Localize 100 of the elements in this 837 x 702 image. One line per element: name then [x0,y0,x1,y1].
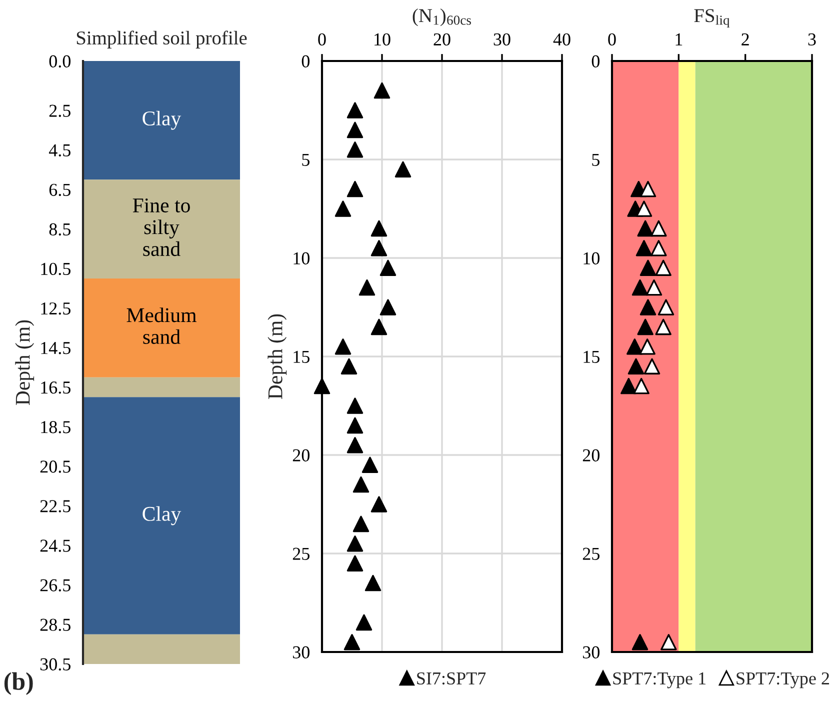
y-tick-label: 5 [592,154,600,166]
point [636,240,652,256]
point [364,574,382,592]
point [346,122,364,138]
point [340,358,358,374]
y-tick-label: 20.5 [40,460,70,473]
point [646,279,662,296]
y-tick-label: 25 [292,548,310,560]
point [346,417,364,434]
point [346,102,364,118]
point [640,299,656,316]
y-tick-label: 8.5 [49,223,70,236]
point [626,338,643,355]
bar [83,61,240,180]
point [655,260,672,276]
legend-label: SI7:SPT7 [417,672,486,685]
x-tick-label: 3 [808,33,816,46]
y-tick-label: 24.5 [40,540,70,552]
point [650,240,667,256]
series-label: Clay [142,110,182,130]
y-tick-label: 0.0 [49,55,71,68]
point [650,220,667,237]
y-tick-label: 6.5 [49,184,70,196]
y-axis-title: Depth (m) [15,320,34,405]
y-tick-label: 14.5 [41,342,70,354]
point [370,240,388,256]
point [346,398,364,414]
y-tick-label: 20 [582,449,600,462]
y-tick-label: 10.5 [41,262,70,276]
y-tick-label: 5 [302,154,310,166]
y-tick-label: 4.5 [48,144,70,156]
point [636,200,652,217]
chart-title: FS$_{liq}$ [694,9,730,28]
point [660,634,677,650]
y-tick-label: 0 [592,55,600,68]
series-label: Fine to silty sand [132,198,190,256]
bar [83,180,240,278]
chart-title: Simplified soil profile [76,30,247,48]
point [655,318,672,336]
point [358,279,376,296]
point [314,378,330,394]
series-label: Clay [142,506,182,526]
point [640,180,656,198]
point [380,260,396,276]
point [356,614,372,631]
point [633,378,650,394]
point [370,220,388,237]
point [346,555,364,572]
point [346,536,364,552]
x-tick-label: 20 [434,33,450,46]
point [632,279,648,296]
y-tick-label: 10 [294,252,310,264]
y-tick-label: 2.5 [49,104,70,117]
point [394,161,412,178]
point [334,338,352,355]
point [644,358,660,374]
point [344,634,360,650]
y-tick-label: 15 [584,350,600,363]
y-tick-label: 16.5 [41,382,70,394]
y-tick-label: 18.5 [41,421,70,434]
point [639,338,656,355]
text: (b) [4,672,33,695]
point [628,358,644,374]
y-tick-label: 10 [584,252,600,264]
point [352,476,370,493]
point [632,634,648,650]
x-tick-label: 30 [494,33,510,46]
x-tick-label: 2 [742,33,749,46]
y-tick-label: 30 [583,646,600,658]
point [374,82,390,99]
point [380,299,396,316]
bar [83,278,240,378]
point [658,299,674,316]
y-tick-label: 20 [292,449,310,462]
point [370,496,388,512]
point [334,200,352,217]
y-tick-label: 15 [294,350,310,363]
point [352,516,370,532]
x-tick-label: 40 [553,33,570,46]
point [620,378,637,394]
y-tick-label: 12.5 [41,302,70,315]
point [346,180,364,198]
legend-label: SPT7:Type 2 [736,672,830,688]
x-tick-label: 0 [318,33,326,46]
bar [83,377,240,398]
y-tick-label: 0 [302,55,310,68]
chart-title: (N$_{1}$)$_{60cs}$ [412,8,471,26]
point [370,318,388,336]
y-tick-label: 30 [293,646,310,658]
y-tick-label: 22.5 [40,500,70,512]
bar [83,634,240,664]
bar [83,397,240,634]
x-tick-label: 10 [374,33,390,46]
y-tick-label: 25 [582,548,600,560]
point [346,142,364,158]
point [637,220,654,237]
y-tick-label: 30.5 [40,658,70,671]
point [640,260,656,276]
x-tick-label: 1 [676,33,682,46]
point [346,437,364,454]
